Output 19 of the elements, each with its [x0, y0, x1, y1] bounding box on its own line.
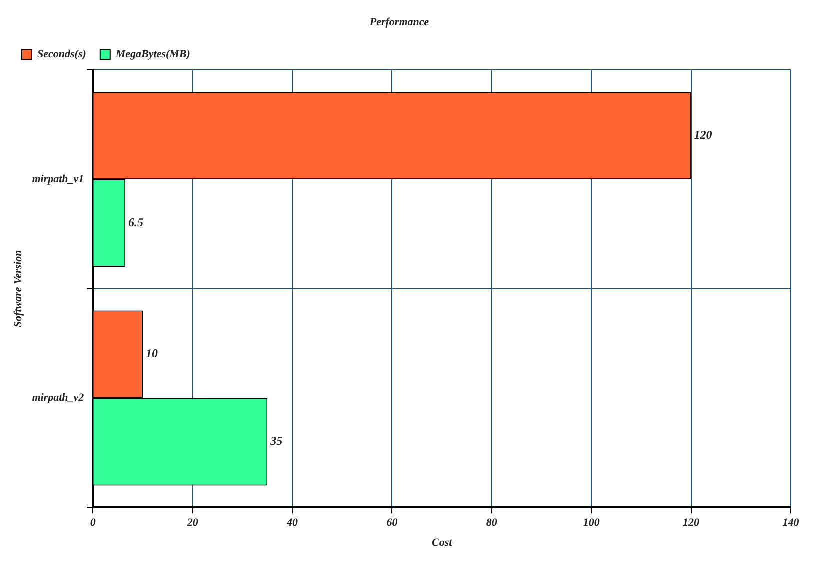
y-tick-label: mirpath_v2	[32, 392, 85, 404]
y-tick-label: mirpath_v1	[32, 173, 84, 186]
x-tick-label: 80	[486, 517, 498, 530]
x-axis-title: Cost	[432, 537, 454, 550]
data-label: 120	[694, 128, 712, 142]
x-tick-label: 20	[186, 517, 199, 530]
x-tick-label: 40	[286, 517, 299, 530]
x-tick-label: 100	[583, 517, 600, 530]
legend-label: Seconds(s)	[38, 48, 86, 61]
data-label: 10	[146, 346, 158, 361]
chart-title: Performance	[370, 16, 430, 28]
data-label: 35	[270, 434, 283, 448]
x-tick-label: 120	[683, 517, 700, 530]
x-tick-label: 60	[386, 517, 398, 530]
legend-label: MegaBytes(MB)	[114, 48, 190, 61]
data-label: 6.5	[128, 215, 144, 230]
x-tick-label: 0	[90, 517, 96, 530]
y-axis-title: Software Version	[12, 250, 24, 328]
x-tick-label: 140	[782, 517, 800, 530]
